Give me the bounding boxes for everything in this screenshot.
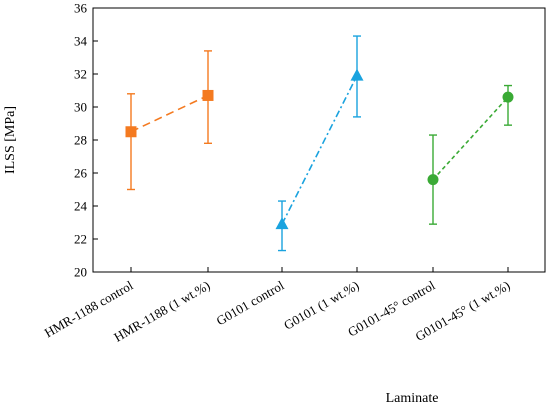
y-tick-label: 28 — [74, 133, 87, 148]
data-point-circle — [502, 91, 514, 103]
data-point-triangle — [275, 217, 289, 230]
data-point-circle — [427, 174, 439, 186]
y-tick-label: 36 — [74, 1, 88, 16]
y-tick-label: 22 — [74, 232, 87, 247]
series-line — [130, 94, 209, 133]
x-axis-title: Laminate — [386, 391, 439, 406]
data-point-triangle — [350, 68, 364, 81]
data-point-square — [202, 89, 214, 101]
data-point-square — [125, 126, 137, 138]
y-tick-label: 32 — [74, 67, 87, 82]
y-tick-label: 20 — [74, 265, 87, 280]
series-line — [281, 75, 358, 225]
x-tick-label: G0101 control — [214, 277, 287, 328]
y-axis-title: ILSS [MPa] — [3, 106, 18, 174]
plot-frame — [92, 7, 546, 273]
y-tick-label: 30 — [74, 100, 87, 115]
y-tick-label: 26 — [74, 166, 88, 181]
y-tick-label: 34 — [74, 34, 88, 49]
y-tick-label: 24 — [74, 199, 88, 214]
series-line — [432, 96, 509, 181]
